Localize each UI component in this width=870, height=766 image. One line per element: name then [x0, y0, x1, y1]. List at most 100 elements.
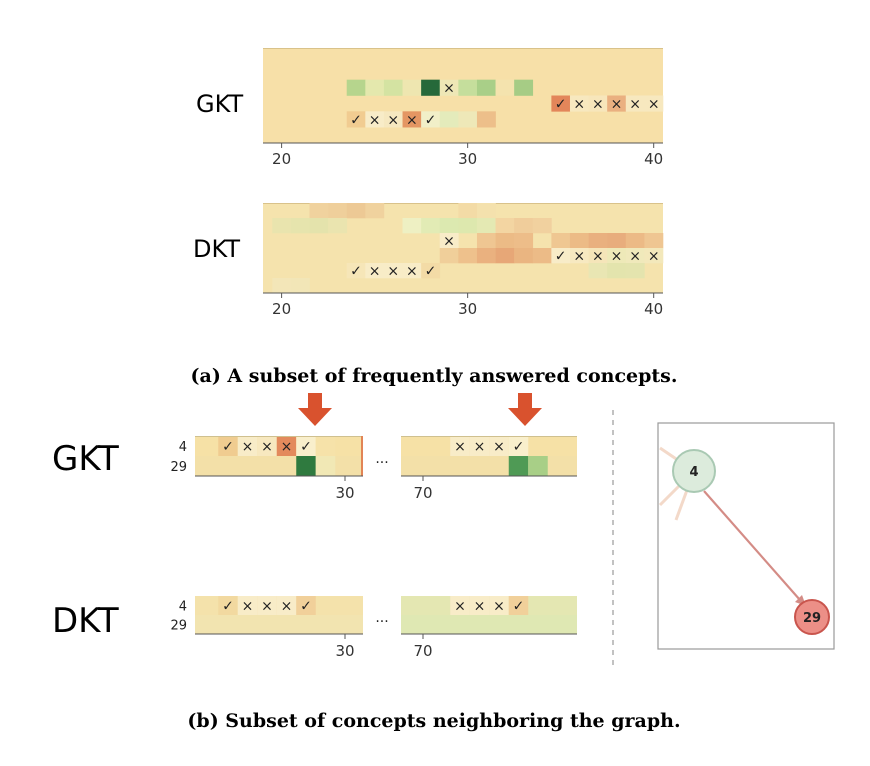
heatmap-cell	[458, 203, 478, 219]
strip-cell	[508, 436, 529, 456]
correct-mark: ✓	[555, 249, 567, 265]
heatmap-cell	[644, 233, 664, 249]
panel-b: GKT 4 29 ✓ × × × ✓ 30 × × × ✓ 70... DKT 4 29 ✓ × × × ✓ 30 × × × ✓ 7…	[52, 393, 577, 660]
x-tick-label: 30	[335, 484, 354, 502]
row-label-4: 4	[179, 440, 187, 455]
strip-cell	[276, 436, 297, 456]
incorrect-mark: ×	[648, 249, 660, 265]
x-tick-label: 30	[335, 642, 354, 660]
correct-mark: ✓	[222, 599, 234, 615]
x-tick-label: 70	[413, 642, 432, 660]
highlight-cell	[296, 456, 316, 476]
heatmap-cell	[551, 248, 571, 264]
row-label-29: 29	[170, 619, 187, 634]
strip-row-29	[195, 456, 363, 476]
panel-b-caption: (b) Subset of concepts neighboring the g…	[187, 710, 680, 732]
strip-cell	[489, 596, 509, 615]
incorrect-mark: ×	[493, 439, 505, 455]
incorrect-mark: ×	[242, 599, 254, 615]
heatmap-cell	[551, 95, 571, 112]
strip-cell	[469, 596, 490, 615]
incorrect-mark: ×	[474, 439, 486, 455]
heatmap-cell	[532, 248, 552, 264]
heatmap-cell	[421, 263, 441, 279]
heatmap-cell	[365, 111, 385, 128]
incorrect-mark: ×	[369, 112, 381, 128]
x-tick-label: 30	[458, 300, 477, 318]
heatmap-cell	[607, 233, 627, 249]
heatmap-gkt: GKT × ✓ × × × × × ✓ × × × ✓ 20 30 40	[196, 48, 664, 168]
incorrect-mark: ×	[629, 96, 641, 112]
heatmap-cell	[569, 95, 589, 112]
strip-cell	[237, 436, 258, 456]
strip-row-29	[195, 615, 363, 634]
graph-node-4	[672, 449, 716, 493]
heatmap-cell	[458, 218, 478, 234]
strip-cell	[296, 596, 316, 615]
incorrect-mark: ×	[387, 112, 399, 128]
highlight-cell	[508, 456, 529, 476]
incorrect-mark: ×	[261, 439, 273, 455]
correct-mark: ✓	[300, 599, 312, 615]
heatmap-cell	[383, 111, 403, 128]
strip-cell	[489, 436, 509, 456]
correct-mark: ✓	[513, 599, 525, 615]
heatmap-cell	[346, 79, 366, 96]
graph-node-label: 4	[689, 465, 698, 480]
correct-mark: ✓	[425, 112, 437, 128]
heatmap-cell	[458, 248, 478, 264]
incorrect-mark: ×	[592, 96, 604, 112]
strip-cell	[469, 436, 490, 456]
strip-cell	[315, 456, 336, 476]
heatmap-cell	[588, 263, 608, 279]
x-tick-label: 20	[272, 150, 291, 168]
strip-cell	[315, 436, 336, 456]
x-tick-label: 70	[413, 484, 432, 502]
model-label-gkt: GKT	[196, 90, 243, 118]
heatmap-cell	[514, 233, 534, 249]
heatmap-cell	[588, 248, 608, 264]
heatmap-cell	[272, 278, 292, 294]
heatmap-cell	[476, 79, 496, 96]
strip-cell	[296, 436, 316, 456]
heatmap-cell	[290, 218, 310, 234]
heatmap-cell	[421, 218, 441, 234]
heatmap-cell	[495, 248, 515, 264]
heatmap-cell	[625, 95, 645, 112]
incorrect-mark: ×	[648, 96, 660, 112]
heatmap-cell	[625, 263, 645, 279]
strip-cell	[237, 596, 258, 615]
incorrect-mark: ×	[474, 599, 486, 615]
incorrect-mark: ×	[261, 599, 273, 615]
heatmap-cell	[476, 248, 496, 264]
strip-cell	[257, 436, 277, 456]
heatmap-cell	[644, 95, 664, 112]
heatmap-cell	[476, 233, 496, 249]
heatmap-cell	[346, 263, 366, 279]
model-label-b-gkt: GKT	[52, 439, 119, 479]
incorrect-mark: ×	[454, 439, 466, 455]
ellipsis: ...	[375, 610, 388, 626]
heatmap-cell	[514, 79, 534, 96]
correct-mark: ✓	[513, 439, 525, 455]
heatmap-cell	[458, 111, 478, 128]
heatmap-cell	[421, 111, 441, 128]
model-label-dkt: DKT	[193, 235, 240, 263]
strip-cell	[528, 456, 548, 476]
incorrect-mark: ×	[573, 96, 585, 112]
heatmap-cell	[328, 203, 348, 219]
heatmap-cell	[309, 218, 329, 234]
panel-a-caption: (a) A subset of frequently answered conc…	[191, 365, 678, 387]
heatmap-cell	[439, 248, 459, 264]
heatmap-cell	[272, 218, 292, 234]
strip-cell	[450, 436, 470, 456]
heatmap-cell	[476, 203, 496, 219]
heatmap-cell	[514, 248, 534, 264]
strip-cell	[450, 596, 470, 615]
heatmap-cell	[383, 79, 403, 96]
incorrect-mark: ×	[406, 264, 418, 280]
strip-cell	[508, 596, 529, 615]
incorrect-mark: ×	[629, 249, 641, 265]
heatmap-dkt: DKT × ✓ × × × × × ✓ × × × ✓ 20 30 40	[193, 203, 664, 318]
